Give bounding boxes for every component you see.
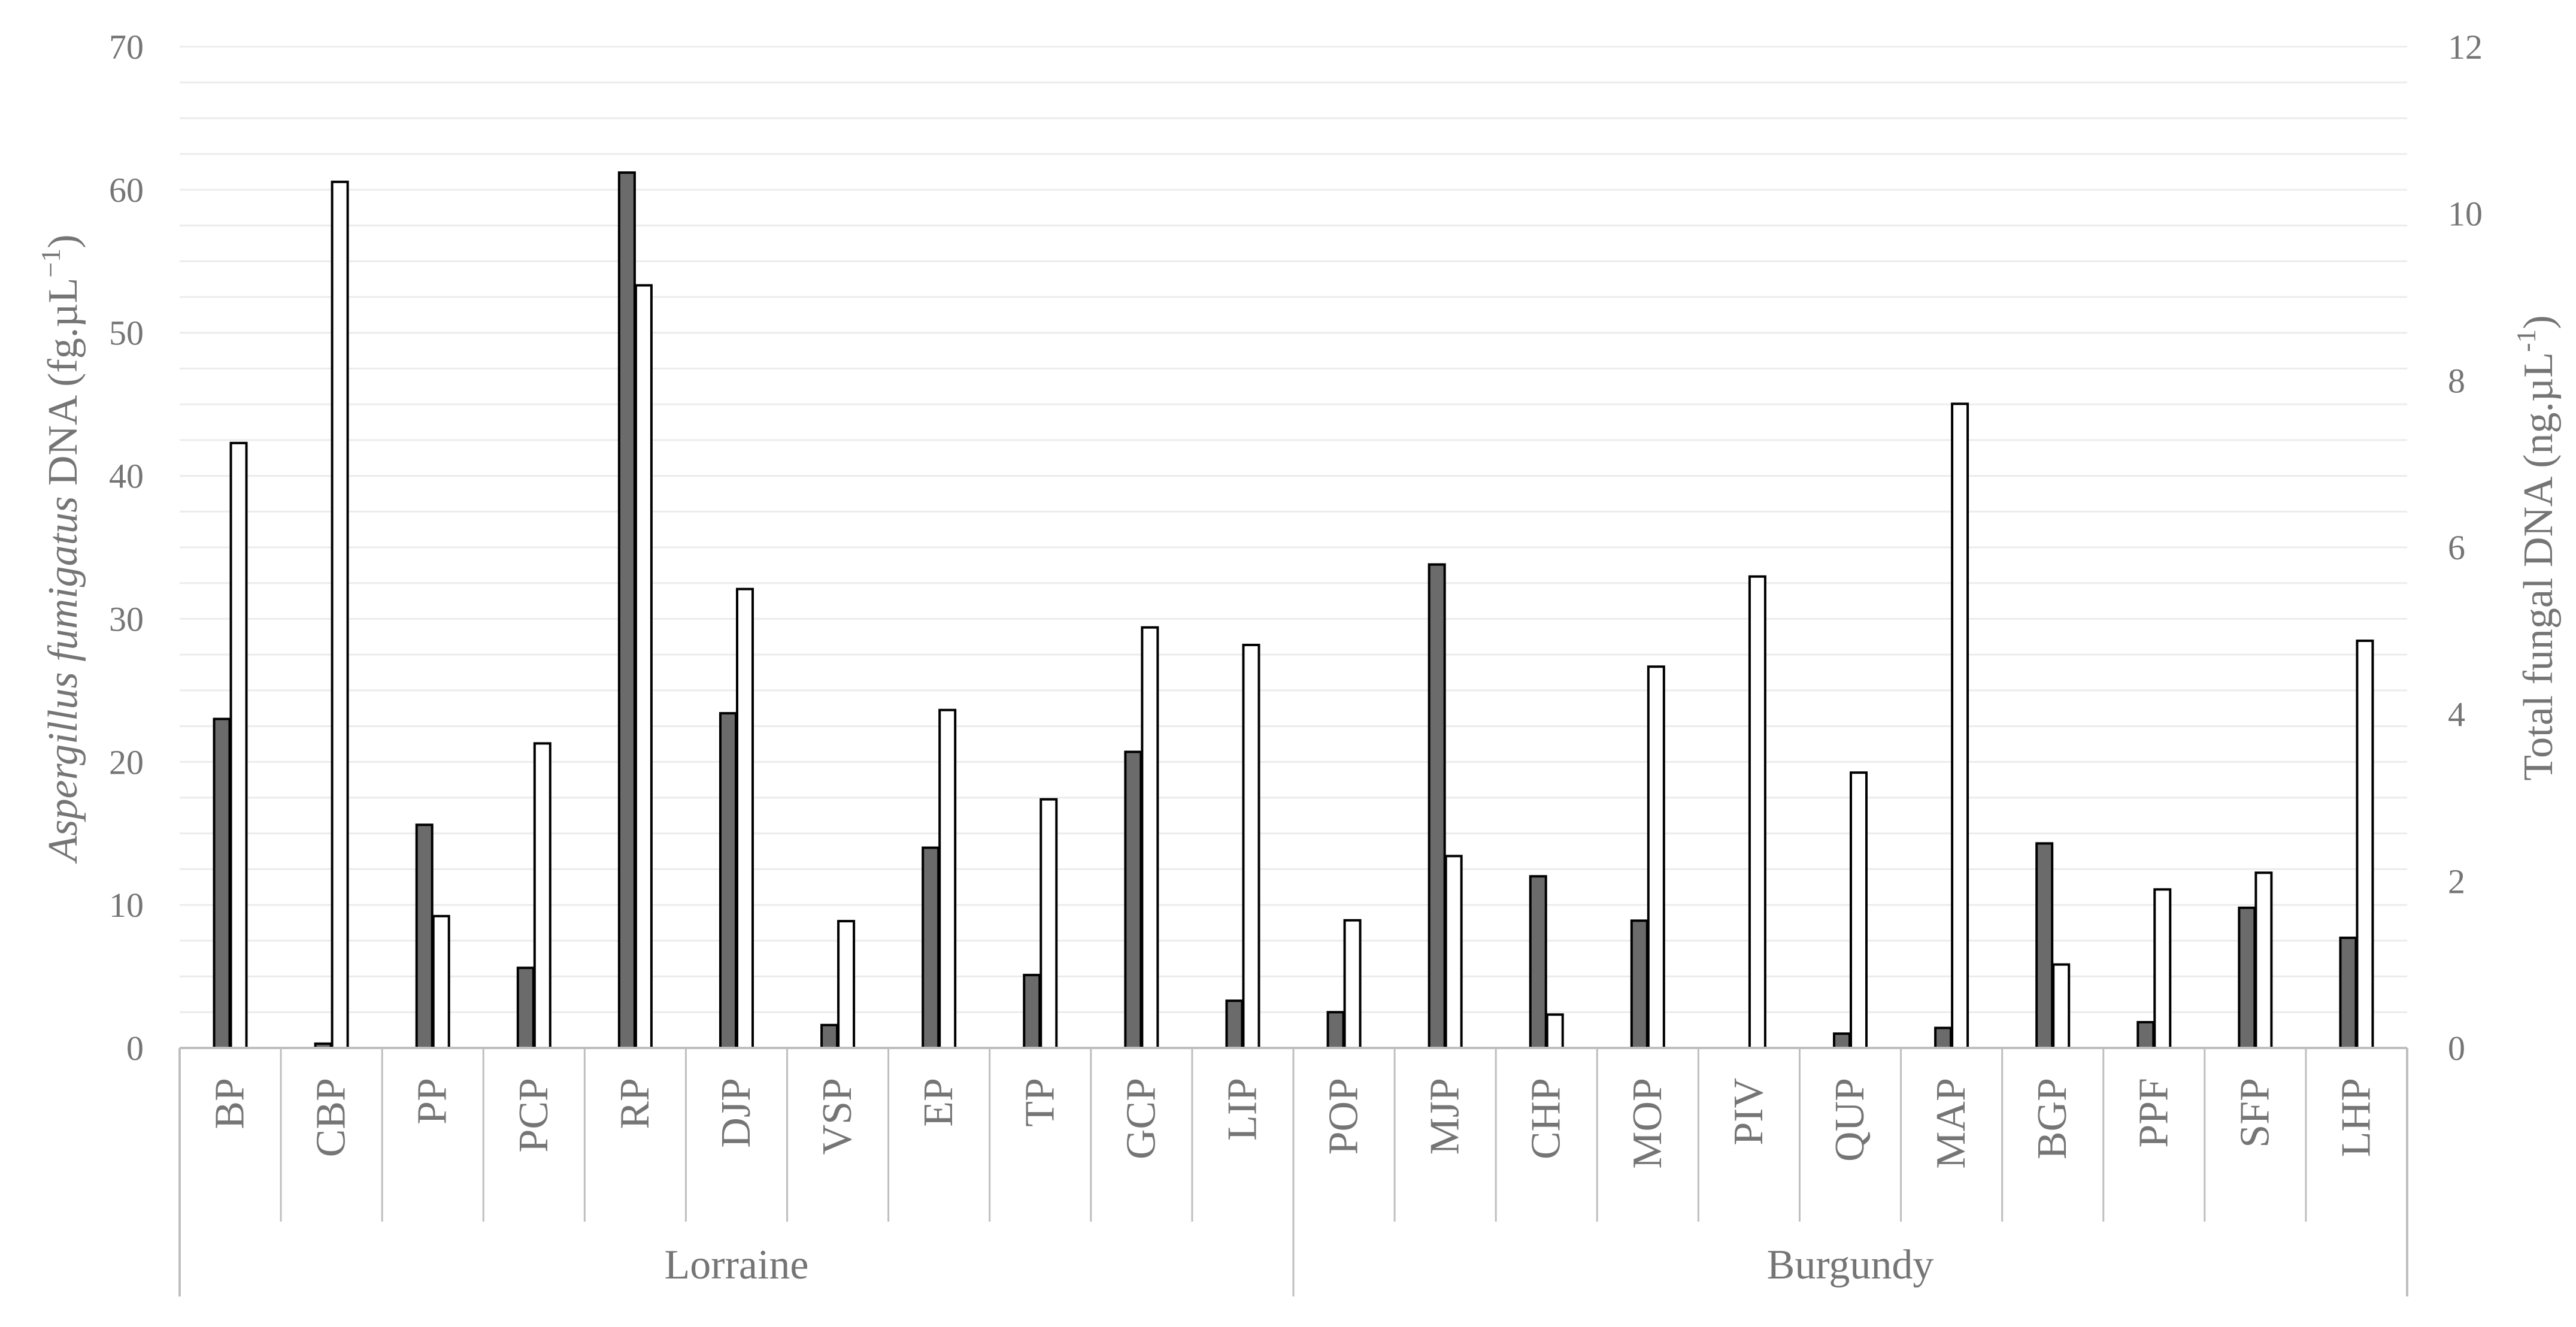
- bar-right-DJP: [736, 587, 754, 1049]
- y-left-tick-label: 30: [109, 599, 144, 638]
- bar-left-SFP: [2238, 906, 2256, 1050]
- category-label: GCP: [1118, 1078, 1164, 1159]
- bar-right-TP: [1040, 798, 1058, 1049]
- bar-right-EP: [938, 708, 957, 1049]
- bar-right-QUP: [1850, 771, 1868, 1049]
- y-left-axis-title: Aspergillus fumigatus DNA (fg.µL−1): [35, 234, 86, 864]
- category-label: LIP: [1219, 1078, 1265, 1141]
- bar-left-GCP: [1124, 750, 1142, 1049]
- bar-left-LHP: [2339, 937, 2357, 1049]
- y-right-tick-label: 6: [2448, 528, 2465, 567]
- bar-left-MAP: [1934, 1026, 1953, 1050]
- y-left-tick-label: 0: [126, 1029, 144, 1068]
- bar-right-CBP: [331, 180, 349, 1050]
- bar-right-PCP: [533, 742, 551, 1050]
- category-label: PP: [410, 1078, 456, 1125]
- bar-right-SFP: [2254, 871, 2273, 1050]
- y-left-tick-label: 50: [109, 314, 144, 353]
- bar-right-PIV: [1748, 575, 1766, 1049]
- y-right-tick-label: 12: [2448, 28, 2483, 66]
- bar-left-QUP: [1833, 1032, 1851, 1049]
- bar-left-BP: [213, 717, 231, 1049]
- category-label: PIV: [1726, 1078, 1772, 1146]
- bar-right-MJP: [1444, 855, 1463, 1049]
- bar-right-LIP: [1242, 644, 1260, 1049]
- bar-right-BGP: [2052, 963, 2071, 1049]
- category-label: TP: [1017, 1078, 1063, 1127]
- bar-left-POP: [1326, 1011, 1345, 1050]
- bar-left-MJP: [1428, 563, 1446, 1049]
- gridlines: [180, 46, 2407, 1013]
- bar-right-LHP: [2356, 640, 2374, 1049]
- category-label: RP: [612, 1078, 658, 1129]
- bar-right-BP: [229, 441, 248, 1049]
- category-label: MJP: [1422, 1078, 1468, 1155]
- category-label: DJP: [713, 1078, 759, 1148]
- y-right-tick-label: 0: [2448, 1029, 2465, 1068]
- bar-right-PP: [432, 914, 450, 1050]
- y-left-tick-label: 20: [109, 743, 144, 781]
- category-label: LHP: [2333, 1078, 2379, 1157]
- group-label: Burgundy: [1767, 1242, 1934, 1288]
- category-label: EP: [916, 1078, 962, 1127]
- category-label: BGP: [2029, 1078, 2075, 1159]
- category-label: POP: [1321, 1078, 1367, 1155]
- bar-left-CHP: [1529, 875, 1547, 1050]
- bar-left-RP: [617, 171, 636, 1049]
- y-right-axis-title: Total fungal DNA (ng.µL-1): [2511, 315, 2562, 781]
- y-right-tick-label: 10: [2448, 195, 2483, 234]
- bar-left-TP: [1023, 974, 1041, 1050]
- y-right-tick-label: 4: [2448, 695, 2465, 734]
- category-label: QUP: [1827, 1078, 1873, 1162]
- bar-right-VSP: [837, 920, 856, 1050]
- group-label: Lorraine: [665, 1242, 809, 1288]
- bar-left-VSP: [820, 1023, 839, 1049]
- bar-left-EP: [922, 846, 940, 1049]
- bar-left-BGP: [2035, 842, 2054, 1050]
- axes: [178, 1047, 2408, 1296]
- category-label: PCP: [511, 1078, 557, 1153]
- bar-right-CHP: [1545, 1013, 1564, 1050]
- y-left-tick-label: 60: [109, 171, 144, 210]
- bar-left-PCP: [516, 967, 535, 1049]
- y-left-tick-label: 10: [109, 886, 144, 925]
- bar-right-GCP: [1141, 626, 1159, 1049]
- bar-left-PPF: [2136, 1021, 2155, 1050]
- labels: 0 10 20 30 40 50 60 70 0 2 4 6 8 10 12 BP CBP PP PCP RP DJP V…: [35, 28, 2562, 1288]
- category-label: MAP: [1928, 1078, 1974, 1169]
- category-label: MOP: [1625, 1078, 1671, 1169]
- category-label: PPF: [2130, 1078, 2177, 1148]
- bar-right-PPF: [2153, 888, 2172, 1050]
- y-right-tick-label: 8: [2448, 361, 2465, 400]
- category-label: BP: [207, 1078, 253, 1129]
- category-label: SFP: [2232, 1078, 2278, 1148]
- bar-right-MOP: [1647, 665, 1665, 1050]
- bar-right-POP: [1343, 919, 1362, 1049]
- bar-right-MAP: [1951, 402, 1969, 1049]
- y-left-tick-label: 70: [109, 28, 144, 66]
- category-label: CHP: [1523, 1078, 1569, 1159]
- category-label: CBP: [308, 1078, 354, 1157]
- bar-left-PP: [415, 823, 434, 1049]
- category-label: VSP: [814, 1078, 860, 1155]
- bar-left-MOP: [1630, 919, 1648, 1049]
- y-right-tick-label: 2: [2448, 862, 2465, 901]
- bar-right-RP: [634, 284, 653, 1050]
- bar-left-DJP: [719, 712, 737, 1050]
- y-left-tick-label: 40: [109, 457, 144, 496]
- bars: [213, 171, 2374, 1050]
- bar-left-LIP: [1225, 999, 1244, 1049]
